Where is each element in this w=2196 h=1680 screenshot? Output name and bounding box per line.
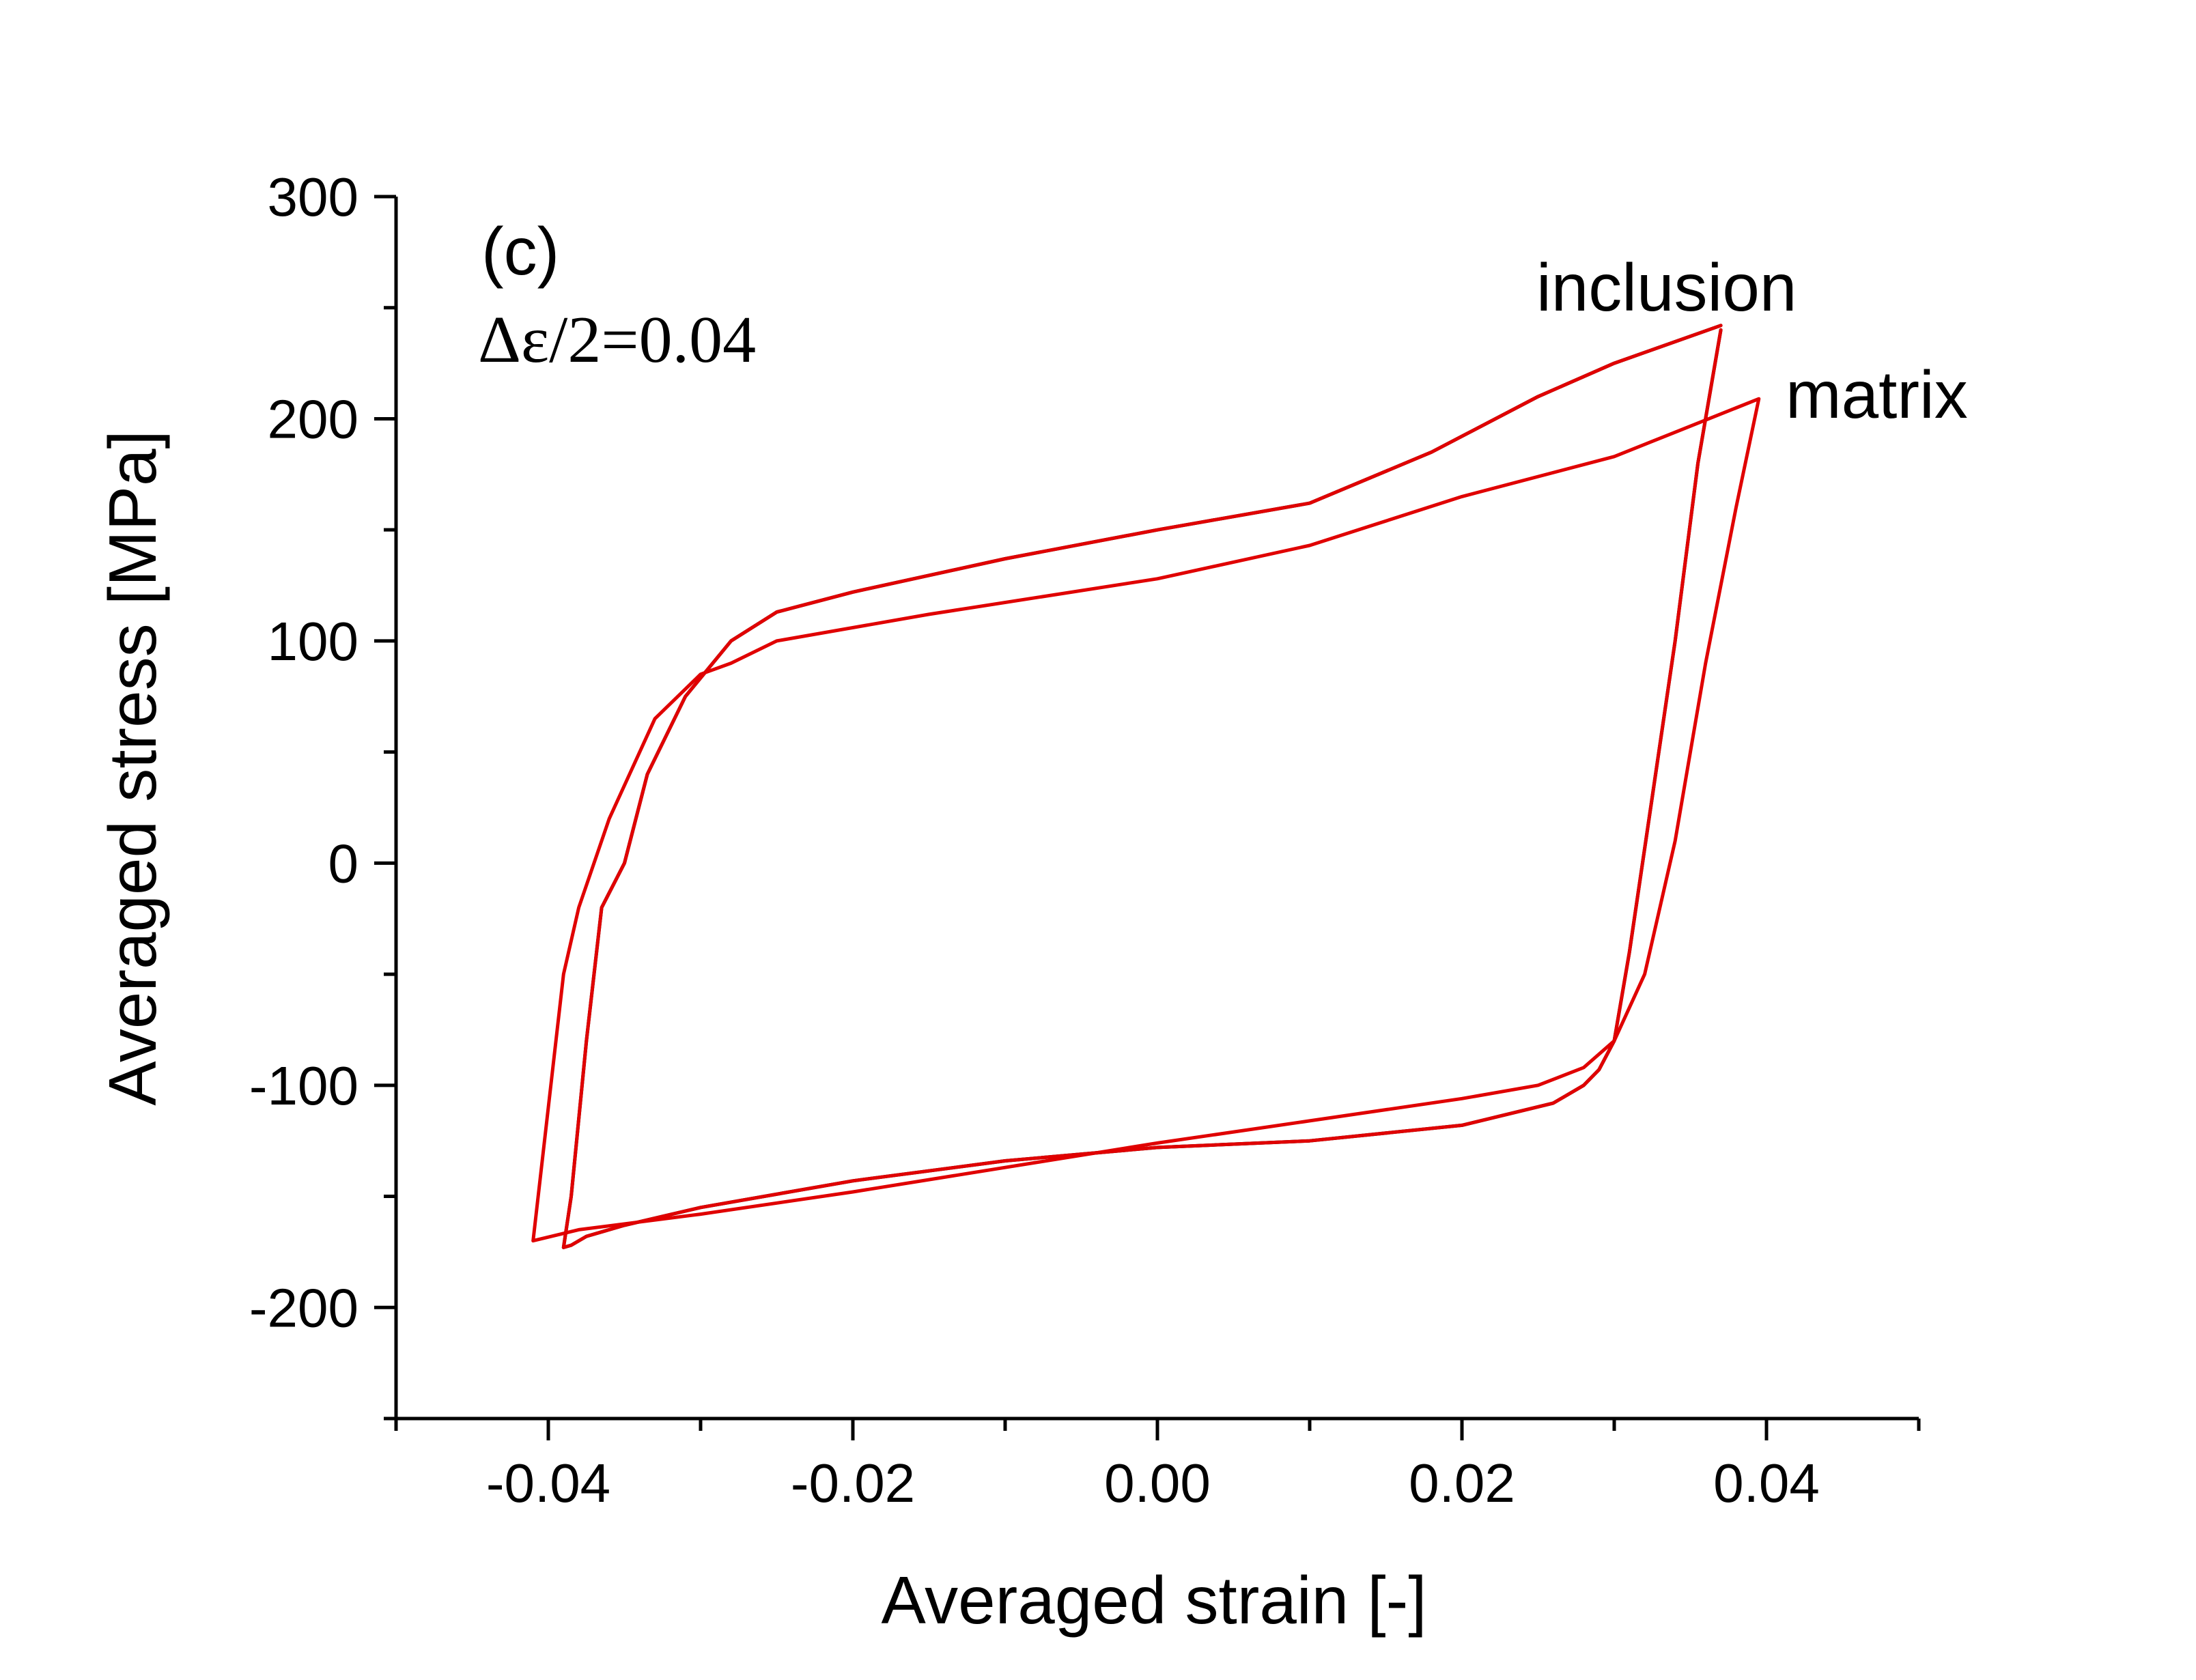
x-tick-label: 0.02 bbox=[1409, 1453, 1515, 1513]
series-matrix bbox=[531, 397, 1761, 1243]
series-inclusion bbox=[561, 324, 1723, 1249]
x-axis: -0.04 -0.02 0.00 0.02 0.04 bbox=[394, 1416, 1921, 1513]
plot-area bbox=[531, 324, 1761, 1249]
inclusion-label: inclusion bbox=[1536, 250, 1797, 325]
amplitude-label: Δε/2=0.04 bbox=[478, 303, 756, 377]
y-tick-label: 100 bbox=[268, 611, 358, 672]
x-tick-label: 0.00 bbox=[1104, 1453, 1211, 1513]
x-tick-label: -0.04 bbox=[486, 1453, 610, 1513]
x-tick-label: -0.02 bbox=[791, 1453, 915, 1513]
y-tick-label: 0 bbox=[328, 833, 359, 894]
y-axis-title: Averaged stress [MPa] bbox=[95, 430, 170, 1106]
y-axis: -200 -100 0 100 200 300 bbox=[249, 167, 398, 1421]
series-inclusion-overlay bbox=[561, 324, 1723, 1249]
matrix-label: matrix bbox=[1786, 357, 1968, 432]
panel-label: (c) bbox=[481, 214, 559, 289]
y-tick-label: 200 bbox=[268, 388, 358, 449]
y-tick-label: 300 bbox=[268, 167, 358, 227]
x-axis-title: Averaged strain [-] bbox=[882, 1563, 1427, 1638]
y-tick-label: -100 bbox=[249, 1055, 358, 1116]
x-tick-label: 0.04 bbox=[1713, 1453, 1820, 1513]
y-tick-label: -200 bbox=[249, 1277, 358, 1338]
